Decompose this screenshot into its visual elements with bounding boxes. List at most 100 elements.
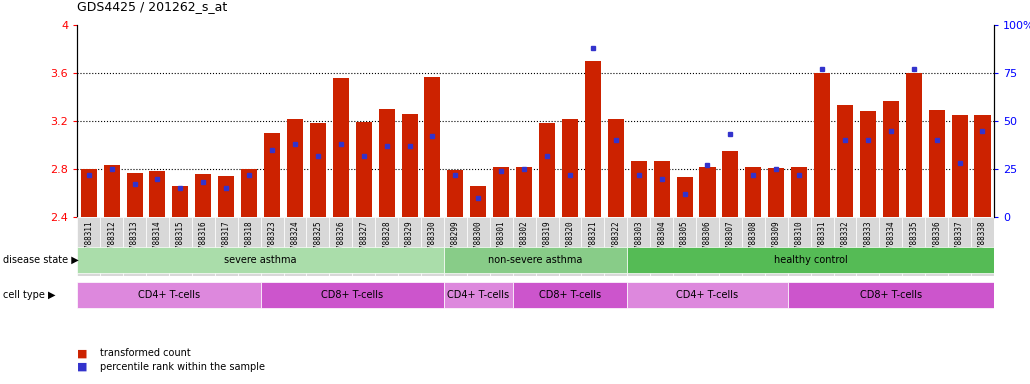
- Bar: [699, 167, 716, 217]
- Bar: [127, 172, 142, 217]
- Text: GSM788320: GSM788320: [565, 220, 575, 262]
- Bar: [605, 217, 627, 276]
- Text: GSM788338: GSM788338: [978, 220, 987, 262]
- Text: GSM788327: GSM788327: [359, 220, 368, 262]
- Bar: [764, 217, 788, 276]
- Text: GSM788301: GSM788301: [496, 220, 506, 262]
- Text: GSM788312: GSM788312: [107, 220, 116, 262]
- Text: GSM788304: GSM788304: [657, 220, 666, 262]
- Bar: [149, 171, 166, 217]
- Bar: [814, 73, 830, 217]
- Text: GSM788308: GSM788308: [749, 220, 758, 262]
- Bar: [791, 167, 808, 217]
- Bar: [925, 217, 948, 276]
- Bar: [883, 101, 899, 217]
- Text: GSM788329: GSM788329: [405, 220, 414, 262]
- Text: GSM788309: GSM788309: [771, 220, 781, 262]
- Bar: [654, 161, 670, 217]
- Bar: [196, 174, 211, 217]
- Bar: [536, 217, 558, 276]
- Text: healthy control: healthy control: [774, 255, 848, 265]
- Text: GSM788314: GSM788314: [153, 220, 162, 262]
- Bar: [444, 282, 513, 308]
- Text: GSM788299: GSM788299: [451, 220, 459, 262]
- Text: CD8+ T-cells: CD8+ T-cells: [539, 290, 602, 300]
- Text: GSM788335: GSM788335: [909, 220, 918, 262]
- Text: GSM788310: GSM788310: [795, 220, 803, 262]
- Text: GSM788307: GSM788307: [726, 220, 734, 262]
- Bar: [444, 217, 467, 276]
- Bar: [742, 217, 764, 276]
- Bar: [974, 115, 991, 217]
- Bar: [929, 110, 945, 217]
- Bar: [352, 217, 375, 276]
- Text: GSM788333: GSM788333: [863, 220, 872, 262]
- Bar: [421, 217, 444, 276]
- Bar: [375, 217, 398, 276]
- Text: GSM788303: GSM788303: [634, 220, 643, 262]
- Text: GSM788324: GSM788324: [290, 220, 300, 262]
- Bar: [80, 169, 97, 217]
- Text: transformed count: transformed count: [100, 348, 191, 358]
- Text: GSM788318: GSM788318: [245, 220, 253, 262]
- Text: GSM788305: GSM788305: [680, 220, 689, 262]
- Bar: [905, 73, 922, 217]
- Bar: [902, 217, 925, 276]
- Text: CD4+ T-cells: CD4+ T-cells: [677, 290, 739, 300]
- Text: GSM788326: GSM788326: [337, 220, 345, 262]
- Text: GSM788311: GSM788311: [84, 220, 93, 262]
- Bar: [124, 217, 146, 276]
- Text: GSM788319: GSM788319: [543, 220, 551, 262]
- Text: GSM788317: GSM788317: [221, 220, 231, 262]
- Bar: [837, 105, 853, 217]
- Bar: [768, 168, 784, 217]
- Bar: [490, 217, 513, 276]
- Text: GSM788323: GSM788323: [268, 220, 276, 262]
- Bar: [77, 217, 100, 276]
- Bar: [677, 177, 692, 217]
- Bar: [627, 282, 788, 308]
- Text: CD8+ T-cells: CD8+ T-cells: [860, 290, 922, 300]
- Bar: [971, 217, 994, 276]
- Bar: [788, 217, 811, 276]
- Bar: [516, 167, 533, 217]
- Bar: [627, 217, 650, 276]
- Bar: [264, 133, 280, 217]
- Bar: [608, 119, 624, 217]
- Bar: [104, 166, 119, 217]
- Bar: [513, 282, 627, 308]
- Bar: [424, 76, 441, 217]
- Text: ■: ■: [77, 348, 88, 358]
- Bar: [513, 217, 536, 276]
- Text: GSM788332: GSM788332: [840, 220, 850, 262]
- Bar: [630, 161, 647, 217]
- Text: GSM788302: GSM788302: [520, 220, 528, 262]
- Bar: [627, 247, 994, 273]
- Bar: [333, 78, 349, 217]
- Bar: [746, 167, 761, 217]
- Text: CD4+ T-cells: CD4+ T-cells: [138, 290, 200, 300]
- Text: GSM788330: GSM788330: [428, 220, 437, 262]
- Text: GSM788322: GSM788322: [612, 220, 620, 262]
- Bar: [398, 217, 421, 276]
- Text: GSM788316: GSM788316: [199, 220, 208, 262]
- Bar: [447, 170, 464, 217]
- Text: CD8+ T-cells: CD8+ T-cells: [321, 290, 383, 300]
- Bar: [696, 217, 719, 276]
- Bar: [857, 217, 880, 276]
- Bar: [146, 217, 169, 276]
- Bar: [214, 217, 238, 276]
- Text: GSM788321: GSM788321: [588, 220, 597, 262]
- Text: non-severe asthma: non-severe asthma: [488, 255, 583, 265]
- Text: GSM788315: GSM788315: [176, 220, 184, 262]
- Text: GDS4425 / 201262_s_at: GDS4425 / 201262_s_at: [77, 0, 228, 13]
- Bar: [330, 217, 352, 276]
- Text: ■: ■: [77, 362, 88, 372]
- Text: severe asthma: severe asthma: [225, 255, 297, 265]
- Bar: [355, 122, 372, 217]
- Text: GSM788306: GSM788306: [703, 220, 712, 262]
- Bar: [241, 169, 258, 217]
- Text: percentile rank within the sample: percentile rank within the sample: [100, 362, 265, 372]
- Bar: [218, 176, 234, 217]
- Bar: [788, 282, 994, 308]
